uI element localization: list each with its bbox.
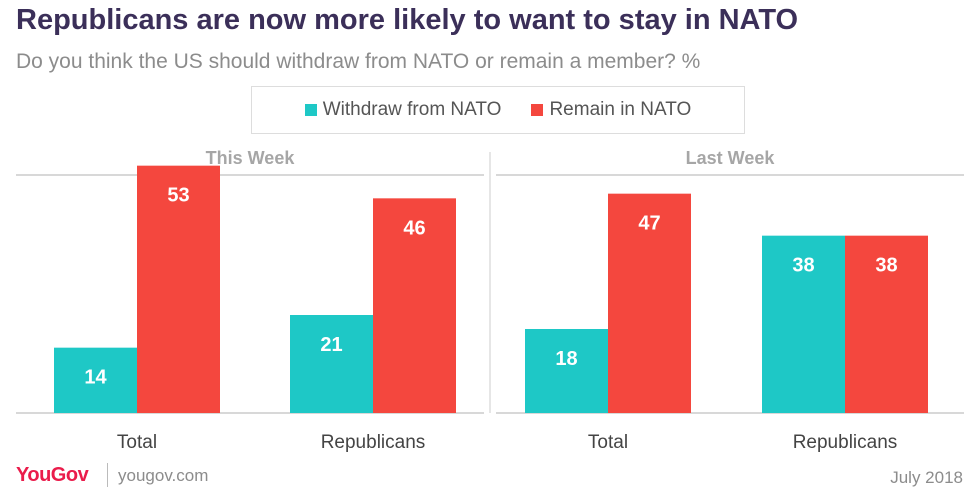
bar-withdraw	[762, 235, 845, 413]
category-label: Republicans	[793, 432, 898, 453]
category-label: Total	[117, 432, 157, 453]
bar-value-label: 46	[403, 217, 425, 239]
panel-title: Last Week	[686, 148, 776, 168]
bar-remain	[608, 193, 691, 413]
bar-withdraw	[54, 347, 137, 413]
legend-swatch-withdraw	[304, 104, 317, 116]
bar-value-label: 53	[167, 185, 189, 207]
bar-value-label: 47	[638, 213, 660, 235]
footer-divider	[107, 463, 108, 487]
bar-value-label: 38	[792, 255, 814, 277]
bar-value-label: 14	[84, 367, 107, 389]
footer-url: yougov.com	[118, 466, 209, 485]
legend-swatch-remain	[531, 104, 544, 116]
bar-value-label: 21	[320, 334, 342, 356]
legend-label-remain: Remain in NATO	[549, 99, 692, 120]
legend-item-remain: Remain in NATO	[531, 99, 691, 121]
bar-remain	[137, 165, 220, 413]
chart-title: Republicans are now more likely to want …	[16, 4, 799, 36]
chart-subtitle: Do you think the US should withdraw from…	[16, 50, 701, 73]
panel-title: This Week	[206, 148, 296, 168]
legend-label-withdraw: Withdraw from NATO	[322, 99, 502, 120]
bar-value-label: 38	[875, 255, 897, 277]
bar-remain	[845, 235, 928, 413]
legend-item-withdraw: Withdraw from NATO	[304, 99, 502, 121]
footer-date: July 2018	[890, 468, 963, 487]
bar-withdraw	[290, 315, 373, 413]
yougov-logo: YouGov	[16, 464, 89, 486]
bar-withdraw	[525, 329, 608, 413]
category-label: Republicans	[321, 432, 426, 453]
legend: Withdraw from NATO Remain in NATO	[251, 86, 745, 134]
category-label: Total	[588, 432, 628, 453]
bar-remain	[373, 198, 456, 413]
bar-value-label: 18	[555, 348, 577, 370]
